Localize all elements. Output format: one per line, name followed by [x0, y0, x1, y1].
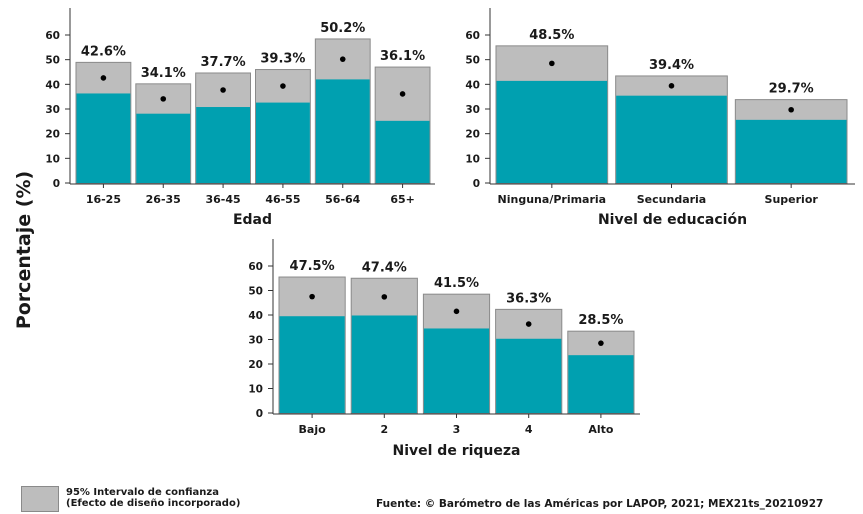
bar: [136, 113, 191, 183]
bar: [256, 102, 310, 183]
data-label: 37.7%: [201, 55, 246, 70]
legend-label: 95% Intervalo de confianza (Efecto de di…: [66, 487, 241, 509]
x-tick-label: Secundaria: [637, 193, 706, 206]
point-estimate: [668, 83, 675, 89]
y-tick-label: 30: [45, 104, 60, 116]
y-tick-label: 40: [45, 79, 60, 91]
y-tick-label: 40: [248, 310, 263, 322]
y-tick-label: 60: [248, 261, 263, 273]
y-tick-label: 10: [45, 153, 60, 165]
data-label: 47.4%: [362, 260, 407, 275]
y-tick-label: 60: [45, 30, 60, 42]
data-label: 41.5%: [434, 276, 479, 291]
x-tick-label: Alto: [588, 423, 614, 436]
bar: [315, 79, 370, 183]
x-tick-label: 65+: [390, 193, 415, 206]
point-estimate: [220, 87, 226, 93]
point-estimate: [525, 321, 532, 327]
data-label: 28.5%: [578, 313, 623, 328]
y-tick-label: 50: [465, 55, 480, 67]
chart-canvas: 010203040506042.6%16-2534.1%26-3537.7%36…: [45, 8, 855, 459]
point-estimate: [549, 60, 555, 67]
bar: [423, 328, 490, 413]
bar: [196, 107, 250, 183]
data-label: 36.3%: [506, 291, 551, 306]
y-tick-label: 0: [473, 178, 480, 190]
y-tick-label: 20: [45, 129, 60, 141]
point-estimate: [160, 96, 167, 102]
x-tick-label: 4: [525, 423, 533, 436]
y-axis-title: Porcentaje (%): [8, 150, 38, 350]
x-tick-label: 56-64: [325, 193, 361, 206]
x-axis-title: Nivel de educación: [598, 212, 747, 228]
y-tick-label: 20: [465, 129, 480, 141]
y-tick-label: 0: [256, 408, 263, 420]
source-note: Fuente: © Barómetro de las Américas por …: [376, 498, 824, 510]
y-tick-label: 40: [465, 79, 480, 91]
x-tick-label: Superior: [765, 193, 819, 206]
y-tick-label: 50: [45, 55, 60, 67]
bar: [375, 120, 430, 183]
y-tick-label: 10: [465, 153, 480, 165]
data-label: 39.4%: [649, 58, 694, 73]
point-estimate: [788, 106, 794, 113]
bar: [496, 80, 608, 183]
y-tick-label: 0: [53, 178, 60, 190]
legend-swatch: [21, 486, 59, 512]
point-estimate: [399, 91, 406, 97]
y-tick-label: 50: [248, 286, 263, 298]
y-tick-label: 30: [465, 104, 480, 116]
x-tick-label: Bajo: [299, 423, 327, 436]
x-tick-label: 46-55: [265, 193, 300, 206]
data-label: 48.5%: [529, 28, 574, 43]
bar: [735, 119, 847, 183]
y-tick-label: 10: [248, 384, 263, 396]
point-estimate: [598, 340, 604, 346]
point-estimate: [453, 308, 460, 315]
data-label: 42.6%: [81, 44, 126, 59]
bar: [496, 338, 562, 413]
data-label: 47.5%: [290, 259, 335, 274]
data-label: 29.7%: [769, 82, 814, 97]
y-tick-label: 60: [465, 30, 480, 42]
x-axis-title: Edad: [233, 212, 272, 228]
point-estimate: [309, 293, 315, 300]
x-tick-label: 16-25: [86, 193, 121, 206]
bar: [351, 315, 417, 413]
point-estimate: [381, 294, 388, 300]
point-estimate: [280, 83, 286, 89]
data-label: 39.3%: [260, 52, 305, 67]
data-label: 36.1%: [380, 49, 425, 64]
bar: [568, 355, 634, 413]
point-estimate: [339, 56, 346, 62]
x-axis-title: Nivel de riqueza: [393, 443, 521, 459]
point-estimate: [100, 75, 107, 81]
data-label: 34.1%: [141, 66, 186, 81]
bar: [76, 93, 131, 183]
x-tick-label: 26-35: [146, 193, 181, 206]
y-axis-title-text: Porcentaje (%): [13, 171, 35, 329]
x-tick-label: 2: [380, 423, 388, 436]
data-label: 50.2%: [320, 21, 365, 36]
bar: [616, 95, 727, 183]
x-tick-label: Ninguna/Primaria: [498, 193, 607, 206]
x-tick-label: 36-45: [205, 193, 240, 206]
bar: [279, 316, 345, 413]
x-tick-label: 3: [453, 423, 461, 436]
y-tick-label: 30: [248, 335, 263, 347]
y-tick-label: 20: [248, 359, 263, 371]
